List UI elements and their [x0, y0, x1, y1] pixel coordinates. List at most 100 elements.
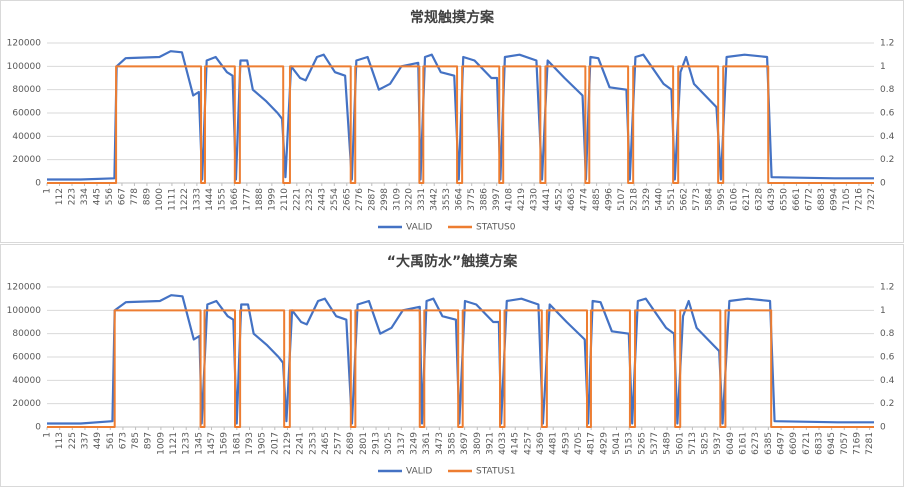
- x-tick-label: 5218: [630, 188, 640, 211]
- y-tick-label: 0: [35, 179, 41, 189]
- x-tick-label: 4145: [511, 432, 521, 455]
- x-tick-label: 2110: [280, 188, 290, 211]
- x-tick-label: 5489: [663, 432, 673, 455]
- x-tick-label: 6161: [739, 432, 749, 455]
- x-tick-label: 3473: [435, 432, 445, 455]
- x-tick-label: 2998: [380, 188, 390, 211]
- x-tick-label: 7105: [842, 188, 852, 211]
- x-tick-label: 2241: [296, 432, 306, 455]
- panel: [0, 244, 904, 487]
- x-tick-label: 3442: [430, 188, 440, 211]
- x-tick-label: 5377: [650, 432, 660, 455]
- x-tick-label: 6661: [792, 188, 802, 211]
- x-tick-label: 3697: [460, 432, 470, 455]
- x-tick-label: 889: [142, 188, 152, 205]
- x-tick-label: 4033: [498, 432, 508, 455]
- x-tick-label: 4441: [542, 188, 552, 211]
- y-tick-label: 40000: [12, 132, 41, 142]
- y2-tick-label: 0.4: [880, 376, 895, 386]
- x-tick-label: 4108: [505, 188, 515, 211]
- chart-title: “大禹防水”触摸方案: [387, 253, 518, 270]
- x-tick-label: 4219: [517, 188, 527, 211]
- x-tick-label: 4481: [549, 432, 559, 455]
- y-tick-label: 60000: [12, 353, 41, 363]
- y2-tick-label: 0.8: [880, 329, 895, 339]
- x-tick-label: 3109: [392, 188, 402, 211]
- x-tick-label: 5662: [680, 188, 690, 211]
- x-tick-label: 334: [80, 188, 90, 205]
- x-tick-label: 2913: [372, 432, 382, 455]
- x-tick-label: 2577: [334, 432, 344, 455]
- x-tick-label: 6273: [751, 432, 761, 455]
- x-tick-label: 6833: [814, 432, 824, 455]
- x-tick-label: 1999: [267, 188, 277, 211]
- x-tick-label: 4369: [536, 432, 546, 455]
- y2-tick-label: 1: [880, 306, 886, 316]
- series-line: [47, 65, 874, 184]
- legend-label: VALID: [406, 223, 432, 233]
- panel: [0, 0, 904, 243]
- x-tick-label: 5884: [705, 188, 715, 211]
- x-tick-label: 2776: [355, 188, 365, 211]
- x-tick-label: 1222: [180, 188, 190, 211]
- y2-tick-label: 0.6: [880, 353, 895, 363]
- x-tick-label: 3809: [473, 432, 483, 455]
- legend-label: STATUS0: [476, 223, 516, 233]
- x-tick-label: 4593: [561, 432, 571, 455]
- x-tick-label: 1666: [230, 188, 240, 211]
- x-tick-label: 3249: [410, 432, 420, 455]
- x-tick-label: 337: [80, 432, 90, 449]
- x-tick-label: 1009: [156, 432, 166, 455]
- x-tick-label: 1345: [194, 432, 204, 455]
- x-tick-label: 6328: [754, 188, 764, 211]
- y-tick-label: 20000: [12, 399, 41, 409]
- x-tick-label: 1121: [169, 432, 179, 455]
- x-tick-label: 4929: [599, 432, 609, 455]
- x-tick-label: 1905: [258, 432, 268, 455]
- x-tick-label: 785: [131, 432, 141, 449]
- legend-label: VALID: [406, 467, 432, 477]
- x-tick-label: 778: [130, 188, 140, 205]
- x-tick-label: 225: [68, 432, 78, 449]
- x-tick-label: 4774: [580, 188, 590, 211]
- series-line: [47, 50, 874, 181]
- y2-tick-label: 1.2: [880, 39, 894, 49]
- x-tick-label: 561: [106, 432, 116, 449]
- x-tick-label: 3025: [384, 432, 394, 455]
- y-tick-label: 0: [35, 423, 41, 433]
- chart-title: 常规触摸方案: [410, 9, 495, 26]
- x-tick-label: 3331: [417, 188, 427, 211]
- x-tick-label: 1888: [255, 188, 265, 211]
- x-tick-label: 4996: [605, 188, 615, 211]
- x-tick-label: 2689: [346, 432, 356, 455]
- x-tick-label: 6497: [777, 432, 787, 455]
- x-tick-label: 2801: [359, 432, 369, 455]
- x-tick-label: 2221: [292, 188, 302, 211]
- y2-tick-label: 0.6: [880, 109, 895, 119]
- x-tick-label: 5440: [655, 188, 665, 211]
- x-tick-label: 2017: [270, 432, 280, 455]
- x-tick-label: 1333: [192, 188, 202, 211]
- x-tick-label: 673: [118, 432, 128, 449]
- y-tick-label: 100000: [7, 306, 42, 316]
- x-tick-label: 1681: [232, 432, 242, 455]
- x-tick-label: 3553: [442, 188, 452, 211]
- x-tick-label: 4257: [523, 432, 533, 455]
- x-tick-label: 6049: [726, 432, 736, 455]
- x-tick-label: 6609: [789, 432, 799, 455]
- x-tick-label: 5329: [642, 188, 652, 211]
- y2-tick-label: 1: [880, 62, 886, 72]
- x-tick-label: 5773: [692, 188, 702, 211]
- x-tick-label: 897: [144, 432, 154, 449]
- y-tick-label: 60000: [12, 109, 41, 119]
- x-tick-label: 113: [55, 432, 65, 449]
- x-tick-label: 1233: [182, 432, 192, 455]
- y-tick-label: 80000: [12, 85, 41, 95]
- x-tick-label: 6772: [804, 188, 814, 211]
- x-tick-label: 112: [55, 188, 65, 205]
- x-tick-label: 1111: [167, 188, 177, 211]
- x-tick-label: 1555: [217, 188, 227, 211]
- y2-tick-label: 0.2: [880, 399, 894, 409]
- x-tick-label: 445: [92, 188, 102, 205]
